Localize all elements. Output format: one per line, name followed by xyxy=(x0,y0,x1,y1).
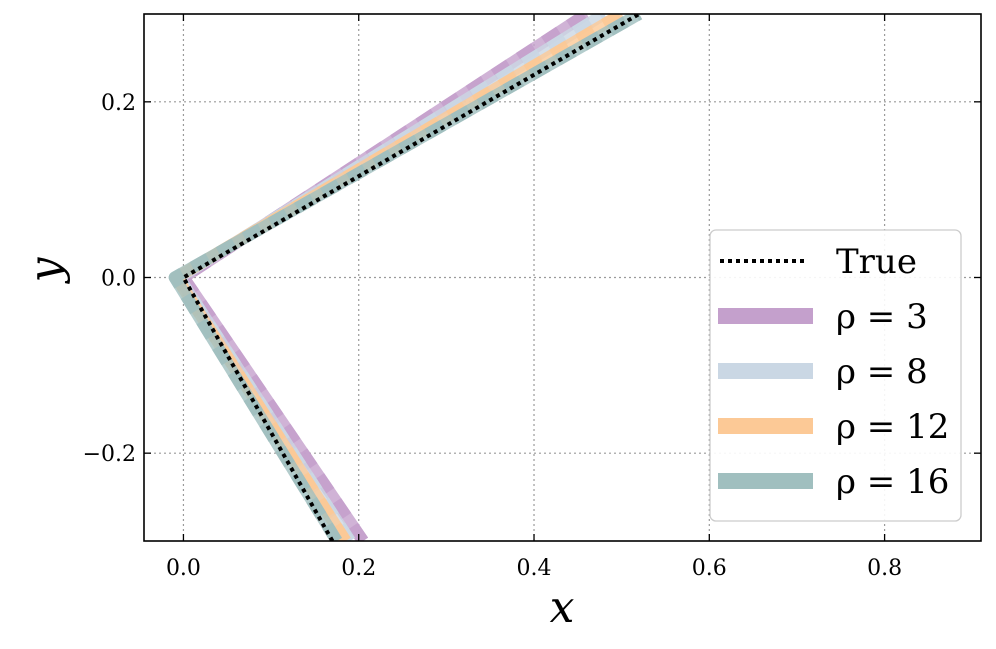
x-tick-label: 0.4 xyxy=(517,556,552,581)
legend-label: ρ = 16 xyxy=(836,462,949,502)
x-tick-label: 0.6 xyxy=(692,556,727,581)
y-tick-label: −0.2 xyxy=(83,442,136,467)
legend-label: ρ = 8 xyxy=(836,352,928,392)
y-tick-label: 0.0 xyxy=(101,267,136,292)
legend: True ρ = 3 ρ = 8 ρ = 12 ρ = 16 xyxy=(709,229,962,522)
legend-label: ρ = 3 xyxy=(836,297,928,337)
ticks: 0.0 0.2 0.4 0.6 0.8 −0.2 0.0 0.2 xyxy=(83,14,981,581)
x-tick-label: 0.8 xyxy=(867,556,902,581)
y-axis-label: y xyxy=(20,256,71,284)
legend-label: True xyxy=(836,242,917,282)
legend-box xyxy=(709,229,962,522)
x-tick-label: 0.0 xyxy=(166,556,201,581)
legend-label: ρ = 12 xyxy=(836,407,949,447)
x-axis-label: x xyxy=(550,582,575,633)
x-tick-label: 0.2 xyxy=(341,556,376,581)
series-group xyxy=(168,14,643,541)
y-tick-label: 0.2 xyxy=(101,91,136,116)
